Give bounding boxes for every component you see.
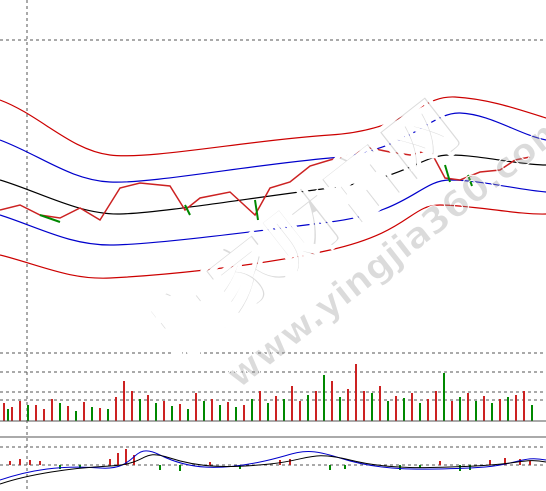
- volume-down: [7, 373, 533, 421]
- lower-mid-band: [0, 179, 546, 246]
- upper-mid-band: [0, 112, 546, 183]
- upper-band: [0, 96, 546, 157]
- price: [0, 147, 531, 222]
- dea: [0, 454, 546, 485]
- volume-up: [3, 364, 525, 421]
- lower-band: [0, 204, 546, 279]
- bands: [0, 96, 546, 279]
- middle-line: [0, 154, 546, 215]
- price-down: [39, 164, 473, 223]
- dif: [0, 450, 546, 481]
